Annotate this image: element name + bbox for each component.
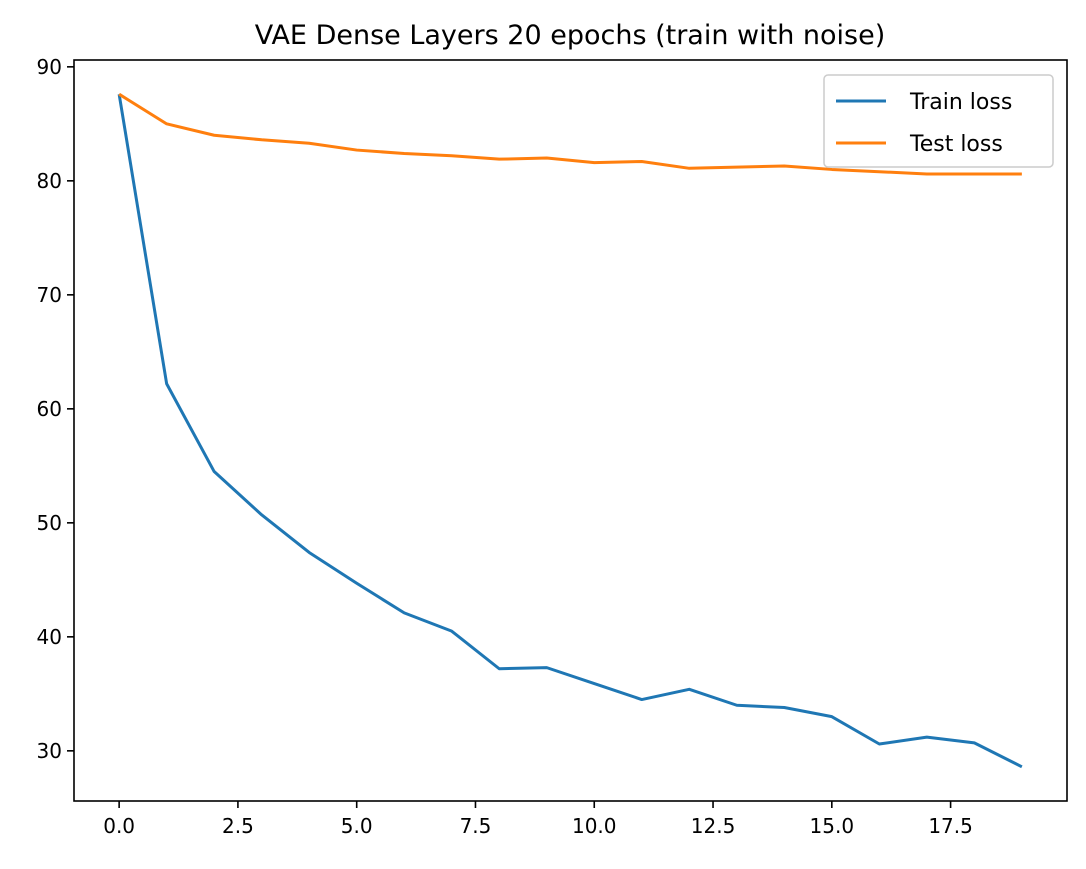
y-tick-label: 50 xyxy=(37,511,62,535)
y-tick-label: 60 xyxy=(37,397,62,421)
x-tick-label: 2.5 xyxy=(222,814,254,838)
x-tick-label: 5.0 xyxy=(341,814,373,838)
x-tick-label: 7.5 xyxy=(460,814,492,838)
legend: Train loss Test loss xyxy=(823,74,1054,168)
y-axis: 30 40 50 60 70 80 90 xyxy=(37,55,74,763)
chart-title: VAE Dense Layers 20 epochs (train with n… xyxy=(255,20,886,51)
y-tick-label: 40 xyxy=(37,625,62,649)
series-group xyxy=(117,92,1023,769)
y-tick-label: 70 xyxy=(37,283,62,307)
legend-label: Train loss xyxy=(909,90,1012,115)
legend-label: Test loss xyxy=(909,132,1003,157)
series-line-train-loss xyxy=(117,93,1023,769)
x-tick-label: 0.0 xyxy=(103,814,135,838)
y-tick-label: 80 xyxy=(37,169,62,193)
x-tick-label: 12.5 xyxy=(691,814,736,838)
x-tick-label: 17.5 xyxy=(928,814,973,838)
x-tick-label: 15.0 xyxy=(810,814,855,838)
x-axis: 0.0 2.5 5.0 7.5 10.0 12.5 15.0 17.5 xyxy=(103,801,973,838)
series-line-test-loss xyxy=(118,92,1022,176)
x-tick-label: 10.0 xyxy=(572,814,617,838)
y-tick-label: 30 xyxy=(37,739,62,763)
plot-area-frame xyxy=(73,59,1068,802)
y-tick-label: 90 xyxy=(37,55,62,79)
